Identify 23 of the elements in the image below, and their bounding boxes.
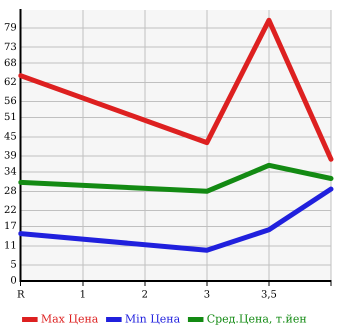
legend-label: Min Цена	[124, 312, 181, 326]
x-tick-label: 3,5	[260, 290, 277, 301]
y-tick-label: 0	[10, 276, 17, 287]
x-tick-label: 2	[142, 290, 148, 301]
legend-label: Сред.Цена, т.йен	[206, 312, 307, 326]
y-tick-label: 5	[10, 260, 17, 271]
y-tick-label: 45	[4, 131, 17, 142]
y-tick-label: 34	[4, 166, 17, 178]
x-tick-label: 1	[80, 290, 86, 301]
y-tick-label: 51	[4, 112, 17, 124]
y-tick-label: 28	[4, 186, 17, 197]
y-tick-label: 56	[4, 96, 17, 108]
y-tick-label: 22	[4, 205, 17, 216]
y-tick-label: 73	[4, 42, 17, 53]
x-tick-label: 3	[204, 290, 210, 301]
y-tick-label: 11	[4, 240, 17, 252]
y-tick-label: 79	[4, 22, 17, 34]
y-tick-label: 17	[4, 221, 17, 232]
y-tick-label: 68	[4, 58, 17, 69]
y-tick-label: 62	[4, 76, 17, 88]
x-tick-label: R	[16, 290, 25, 301]
legend-label: Max Цена	[40, 312, 99, 326]
y-tick-label: 39	[4, 150, 17, 162]
